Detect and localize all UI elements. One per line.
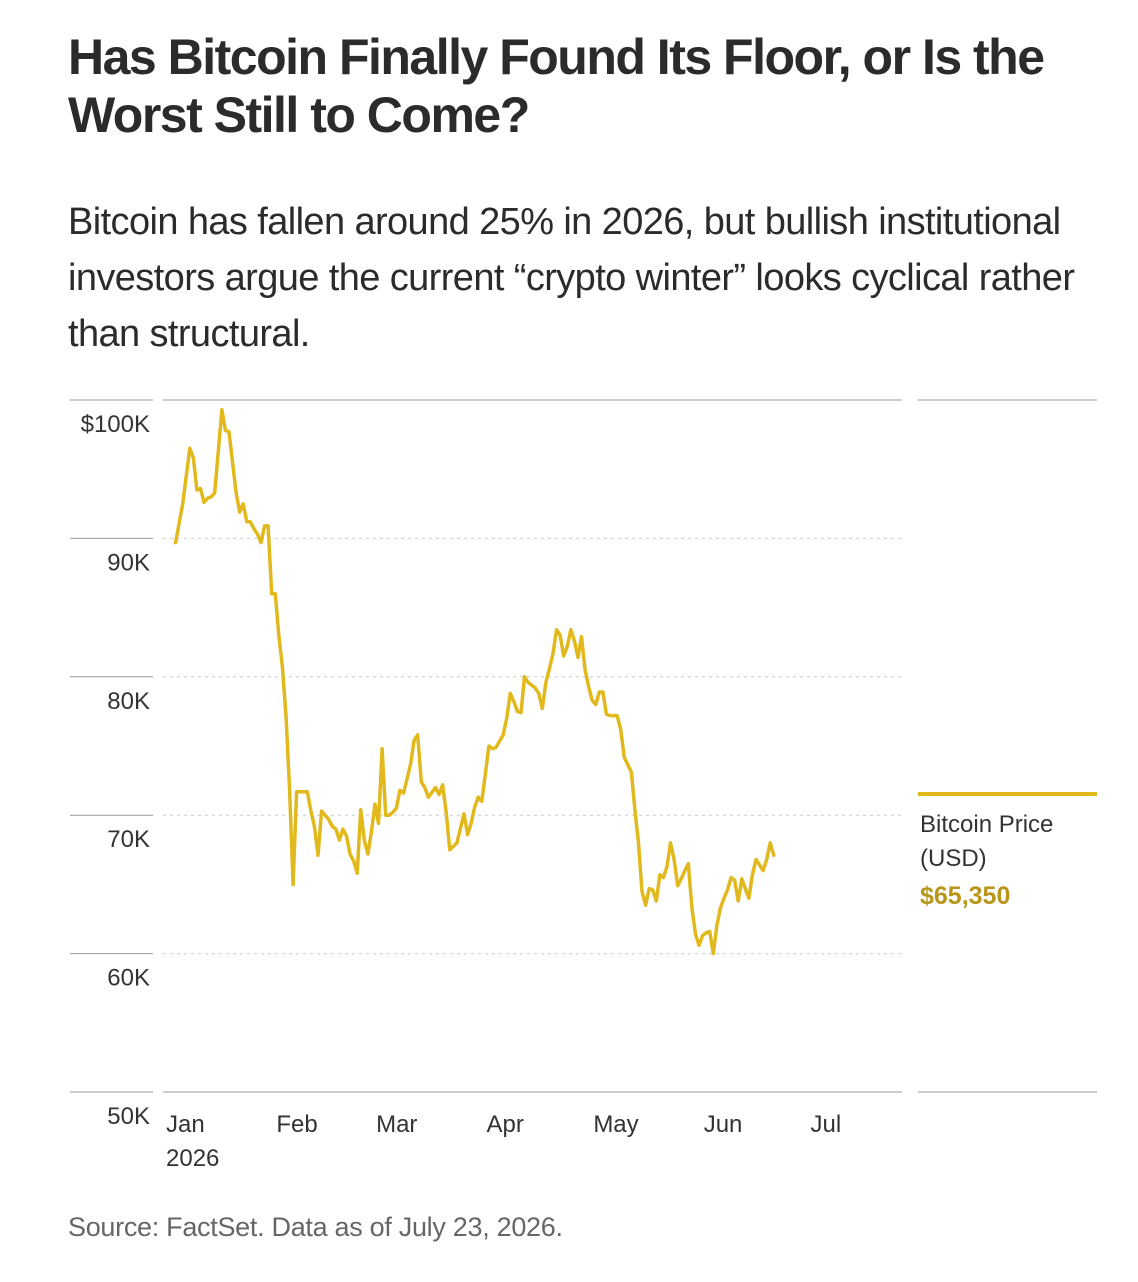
x-tick-label: May bbox=[593, 1111, 638, 1138]
x-axis-ticks: Jan 2026 Feb Mar Apr May Jun Jul bbox=[166, 1111, 841, 1172]
legend-latest-value: $65,350 bbox=[920, 882, 1010, 910]
x-tick-label: Jul bbox=[811, 1111, 842, 1138]
x-tick-label: Jun bbox=[704, 1111, 743, 1138]
legend: Bitcoin Price (USD) $65,350 bbox=[918, 399, 1097, 1093]
gridlines bbox=[70, 399, 902, 1093]
x-tick-label: Mar bbox=[376, 1111, 417, 1138]
source-note: Source: FactSet. Data as of July 23, 202… bbox=[68, 1212, 563, 1242]
bitcoin-price-chart: $100K 90K 80K 70K 60K 50K Jan 2026 Feb Mar Apr May… bbox=[70, 399, 1097, 1172]
x-tick-label: Feb bbox=[276, 1111, 317, 1138]
x-tick-sublabel: 2026 bbox=[166, 1145, 219, 1172]
y-tick-label: 80K bbox=[107, 688, 150, 715]
y-tick-label: 70K bbox=[107, 826, 150, 853]
x-tick-label: Apr bbox=[486, 1111, 523, 1138]
y-tick-label: 50K bbox=[107, 1103, 150, 1130]
y-axis-ticks: $100K 90K 80K 70K 60K 50K bbox=[81, 411, 150, 1130]
chart-subtitle: Bitcoin has fallen around 25% in 2026, b… bbox=[68, 201, 1075, 355]
chart-title: Has Bitcoin Finally Found Its Floor, or … bbox=[68, 29, 1045, 143]
y-tick-label: $100K bbox=[81, 411, 150, 438]
y-tick-label: 60K bbox=[107, 965, 150, 992]
legend-series-name: Bitcoin Price bbox=[920, 811, 1053, 838]
x-tick-label: Jan bbox=[166, 1111, 205, 1138]
series-layer bbox=[173, 407, 776, 956]
bitcoin-price-line bbox=[173, 407, 776, 956]
y-tick-label: 90K bbox=[107, 549, 150, 576]
legend-series-name: (USD) bbox=[920, 845, 987, 872]
